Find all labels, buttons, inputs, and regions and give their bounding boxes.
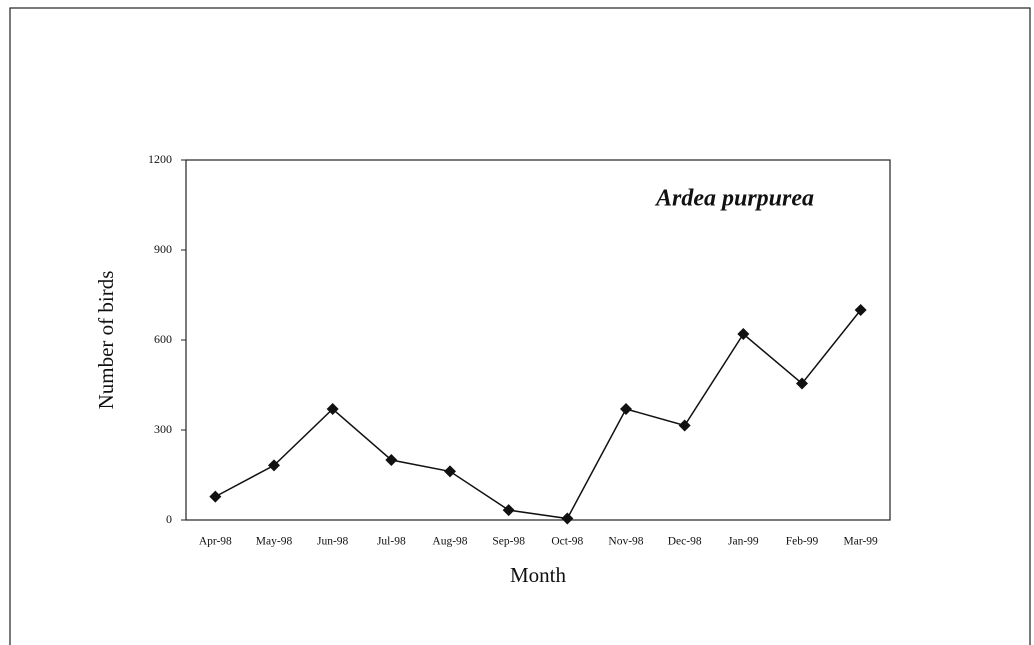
plot-frame (185, 159, 891, 521)
y-tick-label: 1200 (148, 152, 172, 166)
x-axis-label: Month (510, 563, 567, 587)
x-tick-label: Sep-98 (492, 536, 525, 548)
point (737, 328, 750, 340)
y-tick-label: 900 (154, 242, 172, 256)
x-tick-label: Jun-98 (317, 536, 349, 548)
point (444, 465, 456, 478)
series-line (214, 309, 862, 520)
y-axis-label: Number of birds (94, 271, 118, 410)
x-tick-label: Aug-98 (432, 536, 467, 548)
x-tick-label: Feb-99 (786, 536, 819, 548)
chart-title: Ardea purpurea (654, 186, 814, 212)
x-tick-label: Nov-98 (608, 536, 643, 548)
point (326, 403, 339, 415)
y-tick-label: 600 (154, 332, 172, 346)
x-tick-label: Apr-98 (199, 536, 232, 548)
x-tick-label: May-98 (256, 536, 293, 548)
point (561, 512, 574, 525)
x-tick-label: Jan-99 (728, 536, 759, 548)
x-tick-label: Oct-98 (551, 536, 583, 548)
point (268, 459, 280, 472)
page-frame (9, 7, 1031, 645)
point (502, 504, 515, 517)
y-tick-label: 300 (154, 422, 172, 436)
x-tick-label: Dec-98 (668, 536, 702, 548)
point (620, 403, 632, 415)
point (209, 490, 222, 503)
point (678, 419, 691, 432)
point (796, 377, 808, 390)
point (854, 304, 867, 316)
point (385, 454, 398, 466)
x-tick-label: Jul-98 (377, 536, 406, 548)
y-tick-label: 0 (166, 512, 172, 526)
x-tick-label: Mar-99 (844, 536, 879, 548)
